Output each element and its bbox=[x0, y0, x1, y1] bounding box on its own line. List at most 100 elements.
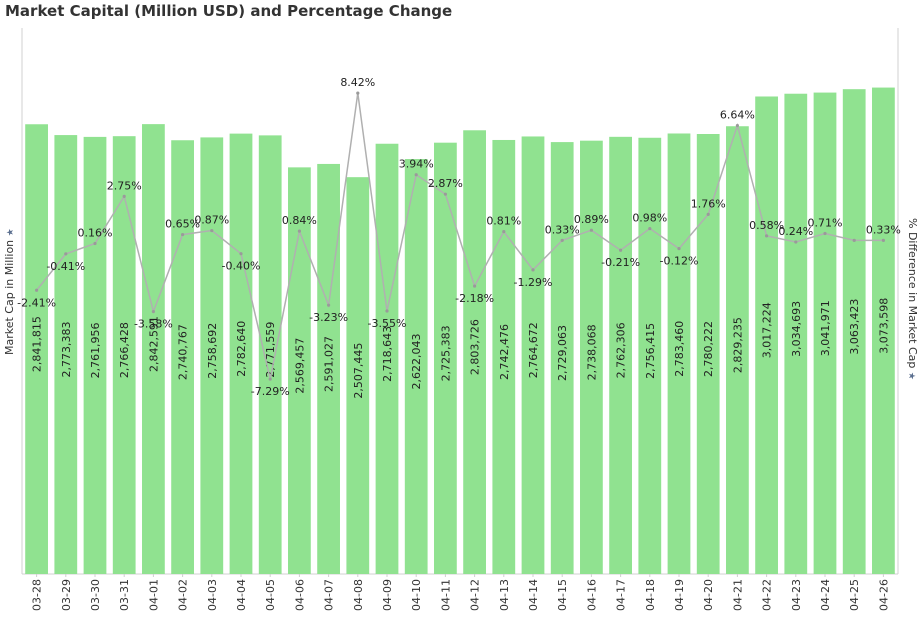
x-tick-label: 04-24 bbox=[819, 579, 832, 611]
pct-label: 0.24% bbox=[778, 225, 813, 238]
x-tick-label: 04-20 bbox=[702, 579, 715, 611]
x-tick-label: 04-01 bbox=[147, 579, 160, 611]
bar bbox=[25, 124, 48, 574]
pct-label: 0.65% bbox=[165, 218, 200, 231]
line-point bbox=[473, 284, 477, 288]
bar bbox=[258, 135, 282, 574]
pct-label: -3.55% bbox=[368, 317, 407, 330]
line-point bbox=[64, 252, 68, 256]
bar-label: 2,762,306 bbox=[615, 322, 628, 378]
line-point bbox=[93, 241, 97, 246]
pct-change-line bbox=[36, 93, 884, 380]
x-tick-label: 04-05 bbox=[264, 579, 277, 611]
x-tick-label: 04-14 bbox=[527, 579, 540, 611]
line-point bbox=[35, 288, 39, 292]
bar bbox=[346, 177, 370, 575]
bar-label: 2,829,235 bbox=[731, 317, 744, 373]
pct-label: -2.18% bbox=[455, 292, 494, 305]
line-point bbox=[385, 309, 389, 313]
line-point bbox=[765, 234, 769, 238]
bar-label: 2,622,043 bbox=[410, 334, 423, 390]
bar-label: 2,718,643 bbox=[381, 326, 394, 382]
line-point bbox=[677, 246, 681, 251]
line-point bbox=[589, 228, 594, 232]
line-point bbox=[181, 232, 185, 237]
bar bbox=[54, 135, 78, 574]
pct-label: 6.64% bbox=[720, 109, 755, 122]
pct-label: -2.41% bbox=[17, 296, 56, 309]
bar-label: 2,507,445 bbox=[352, 343, 365, 399]
bar-label: 2,766,428 bbox=[118, 322, 131, 378]
bar-label: 2,758,692 bbox=[206, 323, 219, 379]
bar-label: 2,764,672 bbox=[527, 322, 540, 378]
bar bbox=[463, 130, 486, 574]
x-tick-label: 04-21 bbox=[731, 579, 744, 611]
pct-label: 0.89% bbox=[574, 213, 609, 226]
line-point bbox=[794, 240, 798, 244]
pct-label: -7.29% bbox=[251, 385, 290, 398]
line-point bbox=[531, 268, 535, 272]
line-point bbox=[881, 238, 886, 242]
line-point bbox=[852, 238, 856, 242]
line-point bbox=[297, 229, 301, 233]
bar bbox=[288, 167, 311, 574]
x-tick-label: 04-22 bbox=[761, 579, 774, 611]
bar-label: 2,742,476 bbox=[498, 324, 511, 380]
pct-label: -0.12% bbox=[660, 255, 699, 268]
bar-label: 2,842,591 bbox=[147, 316, 160, 372]
bar-label: 3,063,423 bbox=[848, 299, 861, 355]
x-tick-label: 04-16 bbox=[585, 579, 598, 611]
pct-label: -0.40% bbox=[222, 260, 261, 273]
bar bbox=[784, 93, 808, 575]
pct-label: 0.16% bbox=[78, 226, 113, 239]
bar-label: 2,780,222 bbox=[702, 321, 715, 377]
line-point bbox=[443, 192, 447, 196]
bar bbox=[842, 89, 866, 574]
bar bbox=[112, 136, 136, 575]
pct-label: 0.81% bbox=[486, 215, 521, 228]
pct-label: 8.42% bbox=[340, 76, 375, 89]
line-point bbox=[122, 194, 126, 198]
line-point bbox=[560, 238, 564, 242]
chart-title: Market Capital (Million USD) and Percent… bbox=[5, 2, 453, 20]
pct-label: 0.84% bbox=[282, 214, 317, 227]
bar-label: 3,017,224 bbox=[761, 302, 774, 358]
x-tick-label: 04-09 bbox=[381, 579, 394, 611]
bar bbox=[696, 133, 720, 575]
bar-label: 2,782,640 bbox=[235, 321, 248, 377]
x-tick-label: 04-12 bbox=[469, 579, 482, 611]
pct-label: -1.29% bbox=[514, 276, 553, 289]
x-tick-label: 04-08 bbox=[352, 579, 365, 611]
bar bbox=[492, 139, 516, 574]
bar bbox=[667, 133, 691, 575]
x-tick-label: 04-04 bbox=[235, 579, 248, 611]
x-tick-label: 03-28 bbox=[31, 579, 44, 611]
bar-label: 3,041,971 bbox=[819, 300, 832, 356]
line-point bbox=[414, 173, 418, 177]
x-tick-label: 04-15 bbox=[556, 579, 569, 611]
x-tick-label: 04-26 bbox=[877, 579, 890, 611]
bar bbox=[813, 92, 837, 575]
x-tick-label: 04-23 bbox=[790, 579, 803, 611]
bar-label: 2,773,383 bbox=[60, 322, 73, 378]
bar-label: 2,740,767 bbox=[177, 324, 190, 380]
bar-label: 2,738,068 bbox=[585, 324, 598, 380]
bar-label: 2,841,815 bbox=[31, 316, 44, 372]
bar-label: 2,725,383 bbox=[439, 325, 452, 381]
bar-label: 2,591,027 bbox=[323, 336, 336, 392]
bar bbox=[638, 137, 662, 574]
x-tick-label: 04-02 bbox=[177, 579, 190, 611]
line-point bbox=[268, 377, 272, 381]
bar bbox=[404, 159, 428, 574]
bar bbox=[142, 124, 165, 574]
line-point bbox=[356, 91, 360, 95]
x-tick-label: 03-31 bbox=[118, 579, 131, 611]
bar-label: 2,803,726 bbox=[469, 319, 482, 375]
pct-label: 0.98% bbox=[632, 212, 667, 225]
line-point bbox=[823, 231, 827, 236]
line-point bbox=[648, 226, 652, 231]
pct-label: 0.71% bbox=[808, 216, 843, 229]
line-point bbox=[619, 248, 623, 252]
bar bbox=[872, 87, 895, 575]
